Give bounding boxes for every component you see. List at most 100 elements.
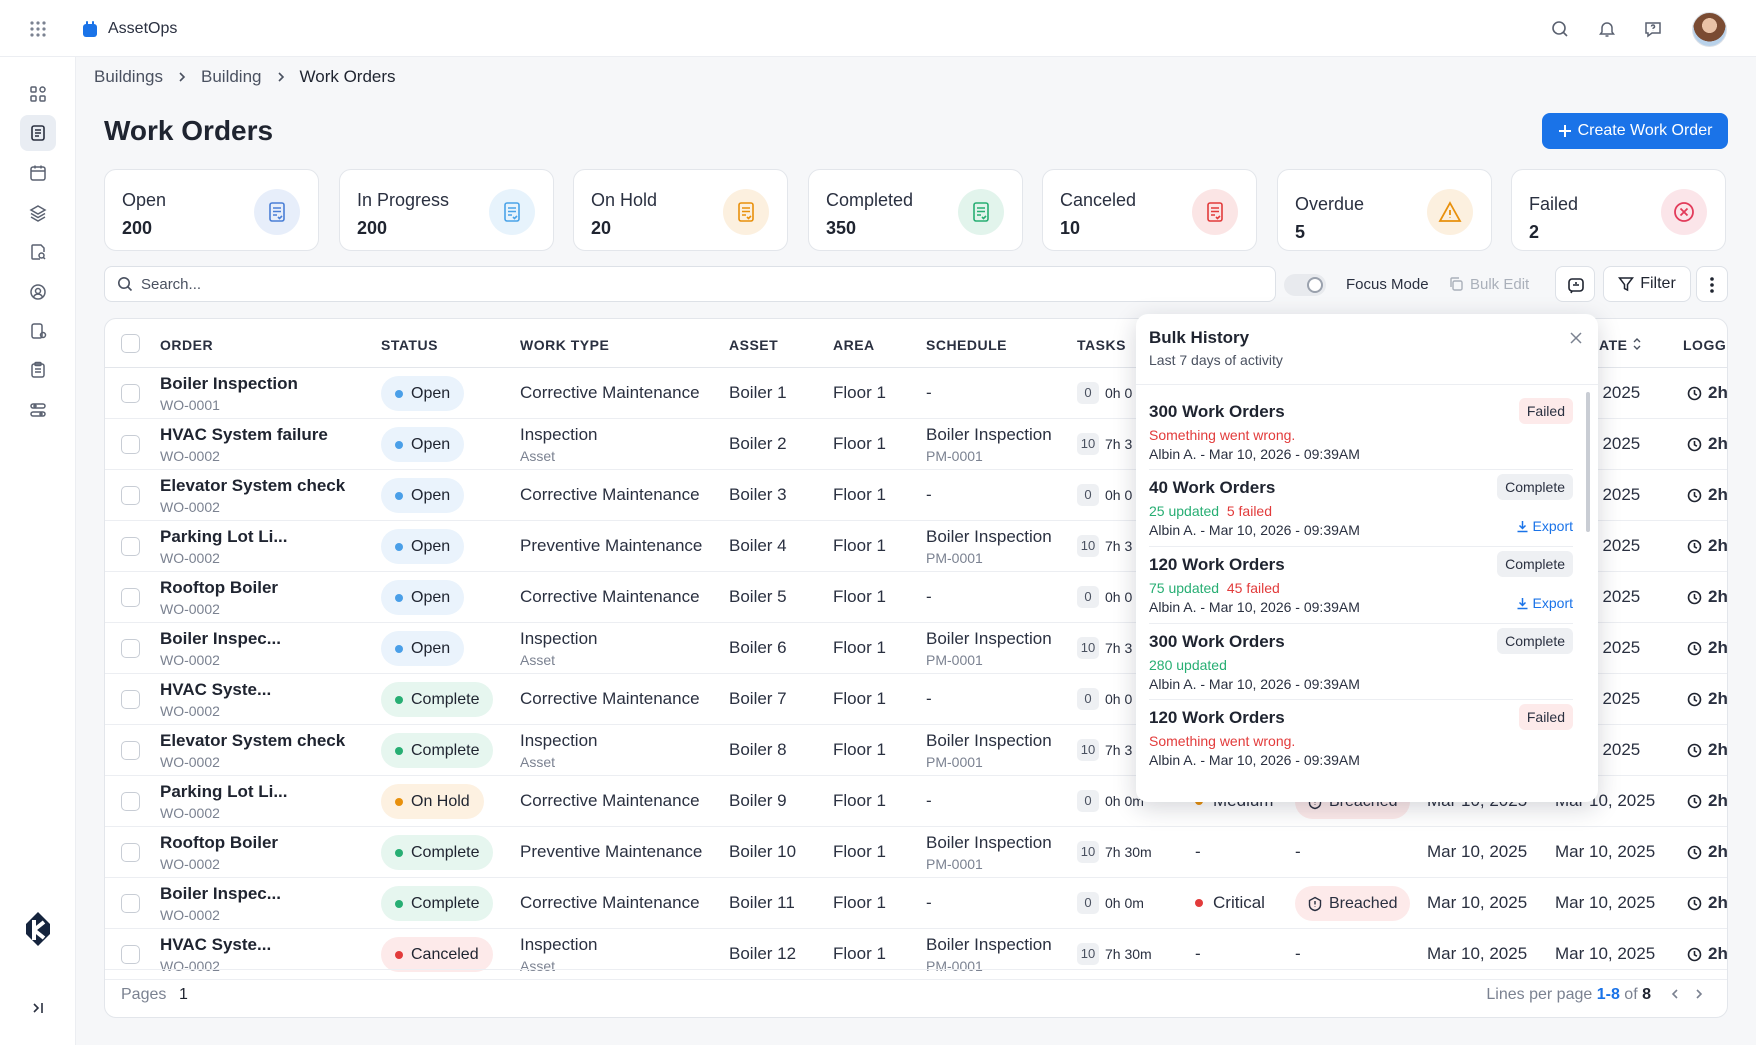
order-title[interactable]: Elevator System check bbox=[160, 476, 346, 495]
asset[interactable]: Boiler 3 bbox=[729, 485, 787, 504]
create-work-order-button[interactable]: Create Work Order bbox=[1542, 113, 1728, 149]
order-title[interactable]: HVAC Syste... bbox=[160, 935, 272, 954]
row-checkbox[interactable] bbox=[121, 384, 140, 403]
table-row[interactable]: Boiler Inspec... WO-0002 Open Inspection Ass… bbox=[105, 623, 1727, 674]
search-icon[interactable] bbox=[1550, 19, 1570, 39]
asset[interactable]: Boiler 5 bbox=[729, 587, 787, 606]
col-schedule[interactable]: SCHEDULE bbox=[926, 337, 1008, 353]
table-row[interactable]: Boiler Inspection WO-0001 Open Corrective M… bbox=[105, 368, 1727, 419]
bell-icon[interactable] bbox=[1597, 19, 1617, 39]
bulk-edit-button[interactable]: Bulk Edit bbox=[1448, 268, 1529, 300]
table-row[interactable]: HVAC Syste... WO-0002 Complete Corrective M… bbox=[105, 674, 1727, 725]
row-checkbox[interactable] bbox=[121, 588, 140, 607]
row-checkbox[interactable] bbox=[121, 435, 140, 454]
row-checkbox[interactable] bbox=[121, 639, 140, 658]
row-checkbox[interactable] bbox=[121, 537, 140, 556]
col-logged[interactable]: LOGGE bbox=[1683, 337, 1727, 353]
stat-card-canceled[interactable]: Canceled 10 bbox=[1042, 169, 1257, 251]
table-row[interactable]: Rooftop Boiler WO-0002 Complete Preventive … bbox=[105, 827, 1727, 878]
more-options-button[interactable] bbox=[1696, 266, 1728, 302]
stat-card-failed[interactable]: Failed 2 bbox=[1511, 169, 1726, 251]
clipboard-icon[interactable] bbox=[28, 360, 48, 380]
popover-scrollbar[interactable] bbox=[1586, 392, 1590, 532]
layers-icon[interactable] bbox=[28, 203, 48, 223]
table-row[interactable]: HVAC Syste... WO-0002 Canceled Inspection As… bbox=[105, 929, 1727, 980]
schedule[interactable]: Boiler Inspection bbox=[926, 935, 1052, 954]
order-title[interactable]: Boiler Inspection bbox=[160, 374, 298, 393]
chevron-right-icon[interactable] bbox=[1693, 988, 1705, 1000]
table-row[interactable]: Boiler Inspec... WO-0002 Complete Correctiv… bbox=[105, 878, 1727, 929]
order-title[interactable]: HVAC System failure bbox=[160, 425, 328, 444]
asset[interactable]: Boiler 2 bbox=[729, 434, 787, 453]
user-circle-icon[interactable] bbox=[28, 282, 48, 302]
filter-button[interactable]: Filter bbox=[1603, 266, 1691, 302]
table-row[interactable]: Elevator System check WO-0002 Open Correcti… bbox=[105, 470, 1727, 521]
app-grid-icon[interactable] bbox=[28, 19, 48, 39]
col-order[interactable]: ORDER bbox=[160, 337, 214, 353]
asset[interactable]: Boiler 9 bbox=[729, 791, 787, 810]
breadcrumb-building[interactable]: Building bbox=[201, 67, 262, 86]
table-row[interactable]: Rooftop Boiler WO-0002 Open Corrective Main… bbox=[105, 572, 1727, 623]
chevron-left-icon[interactable] bbox=[1669, 988, 1681, 1000]
row-checkbox[interactable] bbox=[121, 741, 140, 760]
search-input[interactable] bbox=[141, 275, 1241, 293]
document-search-icon[interactable] bbox=[28, 242, 48, 262]
schedule[interactable]: Boiler Inspection bbox=[926, 527, 1052, 546]
settings-sliders-icon[interactable] bbox=[28, 400, 48, 420]
col-tasks[interactable]: TASKS bbox=[1077, 337, 1126, 353]
close-icon[interactable] bbox=[1566, 328, 1586, 348]
asset[interactable]: Boiler 1 bbox=[729, 383, 787, 402]
order-title[interactable]: HVAC Syste... bbox=[160, 680, 272, 699]
order-title[interactable]: Elevator System check bbox=[160, 731, 346, 750]
row-checkbox[interactable] bbox=[121, 690, 140, 709]
row-checkbox[interactable] bbox=[121, 894, 140, 913]
calendar-icon[interactable] bbox=[28, 163, 48, 183]
stat-card-in-progress[interactable]: In Progress 200 bbox=[339, 169, 554, 251]
stat-card-completed[interactable]: Completed 350 bbox=[808, 169, 1023, 251]
table-row[interactable]: Parking Lot Li... WO-0002 Open Preventive M… bbox=[105, 521, 1727, 572]
row-checkbox[interactable] bbox=[121, 843, 140, 862]
assistant-button[interactable] bbox=[1555, 266, 1595, 302]
schedule[interactable]: Boiler Inspection bbox=[926, 629, 1052, 648]
order-title[interactable]: Boiler Inspec... bbox=[160, 884, 281, 903]
order-title[interactable]: Boiler Inspec... bbox=[160, 629, 281, 648]
col-work-type[interactable]: WORK TYPE bbox=[520, 337, 610, 353]
asset[interactable]: Boiler 8 bbox=[729, 740, 787, 759]
stat-card-overdue[interactable]: Overdue 5 bbox=[1277, 169, 1492, 251]
col-status[interactable]: STATUS bbox=[381, 337, 438, 353]
schedule[interactable]: Boiler Inspection bbox=[926, 731, 1052, 750]
schedule[interactable]: Boiler Inspection bbox=[926, 833, 1052, 852]
asset[interactable]: Boiler 7 bbox=[729, 689, 787, 708]
table-row[interactable]: Elevator System check WO-0002 Complete Insp… bbox=[105, 725, 1727, 776]
device-settings-icon[interactable] bbox=[28, 321, 48, 341]
order-title[interactable]: Rooftop Boiler bbox=[160, 578, 279, 597]
search-bar[interactable] bbox=[104, 266, 1276, 302]
order-title[interactable]: Parking Lot Li... bbox=[160, 527, 288, 546]
row-checkbox[interactable] bbox=[121, 945, 140, 964]
asset[interactable]: Boiler 6 bbox=[729, 638, 787, 657]
table-row[interactable]: HVAC System failure WO-0002 Open Inspection… bbox=[105, 419, 1727, 470]
export-link[interactable]: Export bbox=[1516, 518, 1573, 534]
export-link[interactable]: Export bbox=[1516, 595, 1573, 611]
lines-range[interactable]: 1-8 bbox=[1596, 986, 1620, 1003]
order-title[interactable]: Rooftop Boiler bbox=[160, 833, 279, 852]
row-checkbox[interactable] bbox=[121, 792, 140, 811]
help-chat-icon[interactable] bbox=[1643, 19, 1663, 39]
col-asset[interactable]: ASSET bbox=[729, 337, 779, 353]
stat-card-on-hold[interactable]: On Hold 20 bbox=[573, 169, 788, 251]
col-area[interactable]: AREA bbox=[833, 337, 875, 353]
sort-icon[interactable] bbox=[1632, 337, 1642, 351]
col-date[interactable]: ATE bbox=[1599, 337, 1628, 353]
order-title[interactable]: Parking Lot Li... bbox=[160, 782, 288, 801]
asset[interactable]: Boiler 11 bbox=[729, 893, 795, 912]
breadcrumb-buildings[interactable]: Buildings bbox=[94, 67, 163, 86]
asset[interactable]: Boiler 12 bbox=[729, 944, 797, 963]
schedule[interactable]: Boiler Inspection bbox=[926, 425, 1052, 444]
avatar[interactable] bbox=[1692, 12, 1727, 47]
expand-sidebar-icon[interactable] bbox=[28, 998, 48, 1018]
dashboard-icon[interactable] bbox=[28, 84, 48, 104]
stat-card-open[interactable]: Open 200 bbox=[104, 169, 319, 251]
row-checkbox[interactable] bbox=[121, 486, 140, 505]
asset[interactable]: Boiler 4 bbox=[729, 536, 787, 555]
focus-mode-toggle[interactable] bbox=[1284, 274, 1326, 296]
